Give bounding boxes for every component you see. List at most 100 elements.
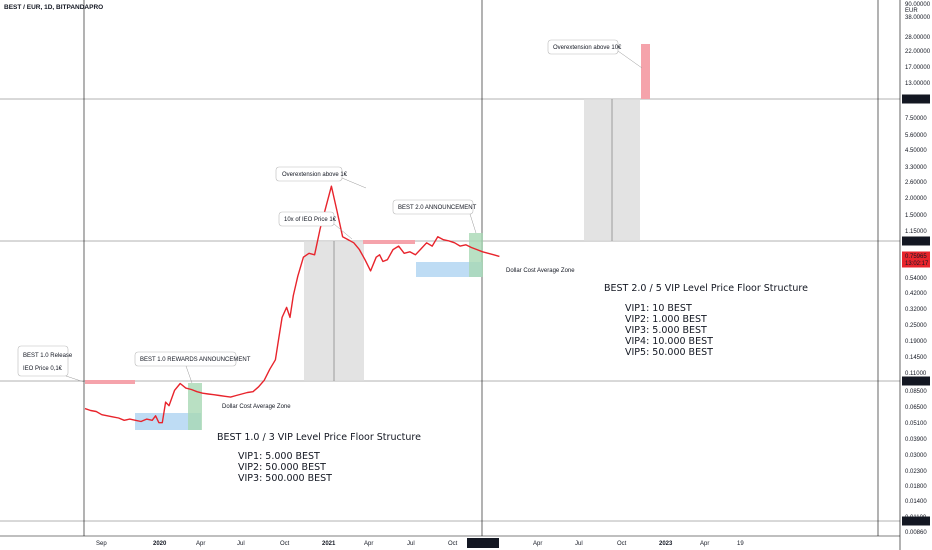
price-tick-label: 0.10000	[905, 379, 927, 385]
price-tick-label: 0.25000	[905, 323, 927, 329]
price-tick-label: 22.00000	[905, 49, 931, 55]
price-tick-label: 10.00000	[905, 97, 931, 103]
structure-line: VIP3: 5.000 BEST	[625, 325, 707, 336]
dca-label-1: Dollar Cost Average Zone	[222, 404, 291, 410]
annotation-box	[17, 345, 69, 377]
best10-structure-block: BEST 1.0 / 3 VIP Level Price Floor Struc…	[217, 432, 421, 484]
price-tick-label: 1.50000	[905, 213, 927, 219]
price-tick-label: 13:02:17	[905, 261, 929, 267]
crosshair-date-marker	[467, 538, 499, 548]
price-series-line	[84, 185, 500, 424]
time-tick-label: 19	[737, 541, 744, 547]
price-tick-label: 0.05100	[905, 421, 927, 427]
structure-line: VIP4: 10.000 BEST	[625, 336, 713, 347]
price-tick-label: 1.15000	[905, 229, 927, 235]
price-level-marker	[902, 236, 930, 246]
annotation-box	[547, 39, 619, 55]
overextension-zone-1	[363, 240, 415, 244]
annotation-10x-ieo: 10x of IEO Price 1€	[278, 211, 353, 240]
current-price-marker	[902, 251, 930, 268]
annotation-text: BEST 1.0 REWARDS ANNOUNCEMENT	[140, 357, 251, 363]
annotation-box	[278, 211, 335, 227]
rewards-announcement-zone	[188, 383, 202, 430]
structure-line: VIP2: 50.000 BEST	[238, 462, 326, 473]
price-tick-label: 0.02300	[905, 469, 927, 475]
time-tick-label: Jul	[407, 541, 415, 547]
annotation-box	[392, 199, 474, 215]
price-tick-label: 0.42000	[905, 291, 927, 297]
time-tick-label: Apr	[196, 541, 205, 547]
time-tick-label: Apr	[700, 541, 709, 547]
price-tick-label: 0.54000	[905, 276, 927, 282]
time-tick-label: 2023	[659, 541, 673, 547]
price-tick-label: 3.30000	[905, 165, 927, 171]
annotation-rewards: BEST 1.0 REWARDS ANNOUNCEMENT	[134, 351, 251, 384]
time-tick-label: Oct	[617, 541, 627, 547]
price-tick-label: 90.00000	[905, 2, 931, 8]
price-tick-label: 0.08500	[905, 389, 927, 395]
ieo-price-zone	[85, 380, 135, 384]
time-tick-label: Jul	[575, 541, 583, 547]
annotation-overextension-2: Overextension above 10€	[547, 39, 643, 69]
structure-line: VIP5: 50.000 BEST	[625, 347, 713, 358]
annotation-box	[134, 351, 237, 367]
price-tick-label: EUR	[905, 8, 918, 14]
price-tick-label: 17.00000	[905, 65, 931, 71]
structure-line: VIP2: 1.000 BEST	[625, 314, 707, 325]
price-level-marker	[902, 376, 930, 386]
annotation-best10-release: BEST 1.0 Release IEO Price 0,1€	[17, 345, 85, 383]
time-tick-label: Sep	[96, 541, 107, 547]
price-tick-label: 0.01800	[905, 484, 927, 490]
price-tick-label: 0.11000	[905, 371, 927, 377]
annotation-pointer	[65, 375, 85, 383]
structure-line: VIP1: 10 BEST	[625, 303, 692, 314]
structure-line: VIP3: 500.000 BEST	[238, 473, 332, 484]
structure-line: VIP1: 5.000 BEST	[238, 451, 320, 462]
price-tick-label: 0.01400	[905, 499, 927, 505]
annotation-pointer	[341, 177, 367, 189]
time-axis-ticks: Sep 2020 Apr Jul Oct 2021 Apr Jul Oct 13 Dec '21 A…	[96, 538, 744, 548]
annotation-overextension-1: Overextension above 1€	[275, 166, 367, 189]
price-level-marker	[902, 94, 930, 104]
annotation-text: BEST 2.0 ANNOUNCEMENT	[398, 205, 477, 211]
price-tick-label: 28.00000	[905, 35, 931, 41]
price-tick-label: 0.00860	[905, 530, 927, 536]
time-tick-label: Oct	[280, 541, 290, 547]
annotation-text: 10x of IEO Price 1€	[284, 217, 337, 223]
dca-zone-2	[416, 262, 482, 277]
time-tick-label: Jul	[237, 541, 245, 547]
time-tick-label: Apr	[364, 541, 373, 547]
price-tick-label: 0.75965	[905, 254, 927, 260]
annotation-pointer	[469, 213, 477, 234]
price-tick-label: 0.32000	[905, 307, 927, 313]
price-tick-label: 0.03000	[905, 453, 927, 459]
price-level-marker	[902, 516, 930, 526]
price-tick-label: 1.00000	[905, 239, 927, 245]
price-tick-label: 2.00000	[905, 196, 927, 202]
price-tick-label: 38.00000	[905, 15, 931, 21]
chart-title: BEST / EUR, 1D, BITPANDAPRO	[4, 4, 103, 11]
price-tick-label: 0.01000	[905, 519, 927, 525]
time-tick-label: Oct	[448, 541, 458, 547]
structure-title: BEST 2.0 / 5 VIP Level Price Floor Struc…	[604, 283, 808, 294]
price-tick-label: 5.60000	[905, 133, 927, 139]
time-tick-label: Apr	[533, 541, 542, 547]
annotation-box	[275, 166, 343, 182]
structure-title: BEST 1.0 / 3 VIP Level Price Floor Struc…	[217, 432, 421, 443]
price-tick-label: 13.00000	[905, 81, 931, 87]
price-tick-label: 0.19000	[905, 339, 927, 345]
annotation-best20: BEST 2.0 ANNOUNCEMENT	[392, 199, 477, 234]
time-tick-label: 13 Dec '21	[470, 541, 499, 547]
price-tick-label: 0.06500	[905, 405, 927, 411]
time-tick-label: 2021	[322, 541, 336, 547]
price-tick-label: 0.14500	[905, 355, 927, 361]
best20-structure-block: BEST 2.0 / 5 VIP Level Price Floor Struc…	[604, 283, 808, 358]
annotation-text: IEO Price 0,1€	[23, 366, 63, 372]
annotation-pointer	[185, 365, 193, 384]
annotation-text: BEST 1.0 Release	[23, 353, 73, 359]
annotation-pointer	[617, 50, 643, 69]
annotation-text: Overextension above 1€	[282, 172, 348, 178]
dca-label-2: Dollar Cost Average Zone	[506, 268, 575, 274]
